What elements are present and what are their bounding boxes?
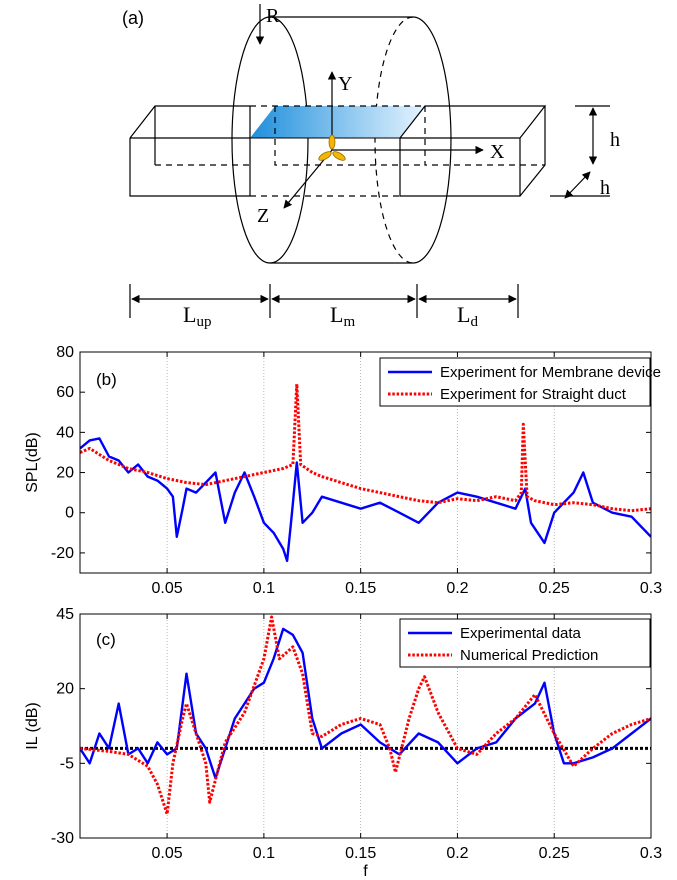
legend-box (379, 357, 651, 407)
x-tick-label: 0.2 (446, 845, 468, 862)
series-line-1 (80, 437, 651, 563)
legend-label: Experiment for Straight duct (440, 386, 627, 403)
series-line-2 (80, 615, 651, 816)
y-tick-label: 20 (56, 681, 74, 698)
series-line-2 (80, 382, 651, 513)
x-tick-label: 0.1 (253, 845, 275, 862)
spl-chart: 0.05 0.1 0.15 0.2 0.25 0.3 -20 0 20 40 60 80 SPL(dB)… (24, 344, 662, 597)
x-tick-label: 0.15 (345, 580, 376, 597)
panel-label: (c) (96, 630, 116, 649)
cylinder-left-face (231, 16, 309, 264)
plot-frame (79, 613, 652, 839)
il-chart: 0.05 0.1 0.15 0.2 0.25 0.3 -30 -5 20 45 IL (dB) f (c… (24, 606, 662, 880)
h-vertical-label: h (610, 129, 620, 151)
panel-label: (b) (96, 370, 117, 389)
y-tick-label: 40 (56, 424, 74, 441)
x-tick-label: 0.25 (539, 580, 570, 597)
y-tick-label: 20 (56, 465, 74, 482)
legend-label: Numerical Prediction (460, 647, 598, 664)
legend-label: Experimental data (460, 625, 582, 642)
x-tick-label: 0.05 (152, 845, 183, 862)
cylinder-right-face-back (374, 16, 414, 264)
axis-label-z: Z (257, 205, 269, 227)
series-line-1 (80, 627, 651, 780)
x-tick-label: 0.2 (446, 580, 468, 597)
cylinder-right-face-front (412, 16, 452, 264)
dim-label-up: Lup (183, 302, 211, 330)
duct-inner-hidden (250, 105, 425, 197)
axis-label-x: X (490, 141, 505, 163)
legend-label: Experiment for Membrane device (440, 364, 661, 381)
downstream-duct (399, 105, 547, 197)
y-tick-label: 80 (56, 344, 74, 361)
h-dim-depth (564, 171, 591, 199)
x-tick-label: 0.15 (345, 845, 376, 862)
diagram-panel-label: (a) (122, 8, 144, 28)
upstream-duct (129, 105, 251, 197)
x-tick-label: 0.05 (152, 580, 183, 597)
axis-label-y: Y (338, 73, 352, 95)
radius-label: R (266, 5, 280, 27)
membrane (250, 106, 425, 138)
legend-box (399, 618, 651, 668)
plot-frame (79, 351, 652, 574)
duct-diagram: (a) Y X Z R h (122, 4, 620, 330)
x-tick-label: 0.25 (539, 845, 570, 862)
y-tick-label: 60 (56, 384, 74, 401)
y-tick-label: -5 (60, 755, 74, 772)
x-tick-label: 0.3 (640, 845, 662, 862)
y-tick-label: 45 (56, 606, 74, 623)
y-tick-label: -30 (51, 830, 74, 847)
y-axis-label: SPL(dB) (24, 432, 41, 492)
source-icon (318, 134, 346, 161)
x-tick-label: 0.3 (640, 580, 662, 597)
dim-label-d: Ld (457, 302, 478, 330)
y-axis-label: IL (dB) (24, 702, 41, 749)
y-tick-label: -20 (51, 545, 74, 562)
x-tick-label: 0.1 (253, 580, 275, 597)
x-axis-label: f (363, 863, 368, 880)
downstream-duct-hidden (424, 106, 545, 166)
y-tick-label: 0 (65, 505, 74, 522)
h-depth-label: h (600, 177, 610, 199)
dim-label-m: Lm (330, 302, 355, 330)
